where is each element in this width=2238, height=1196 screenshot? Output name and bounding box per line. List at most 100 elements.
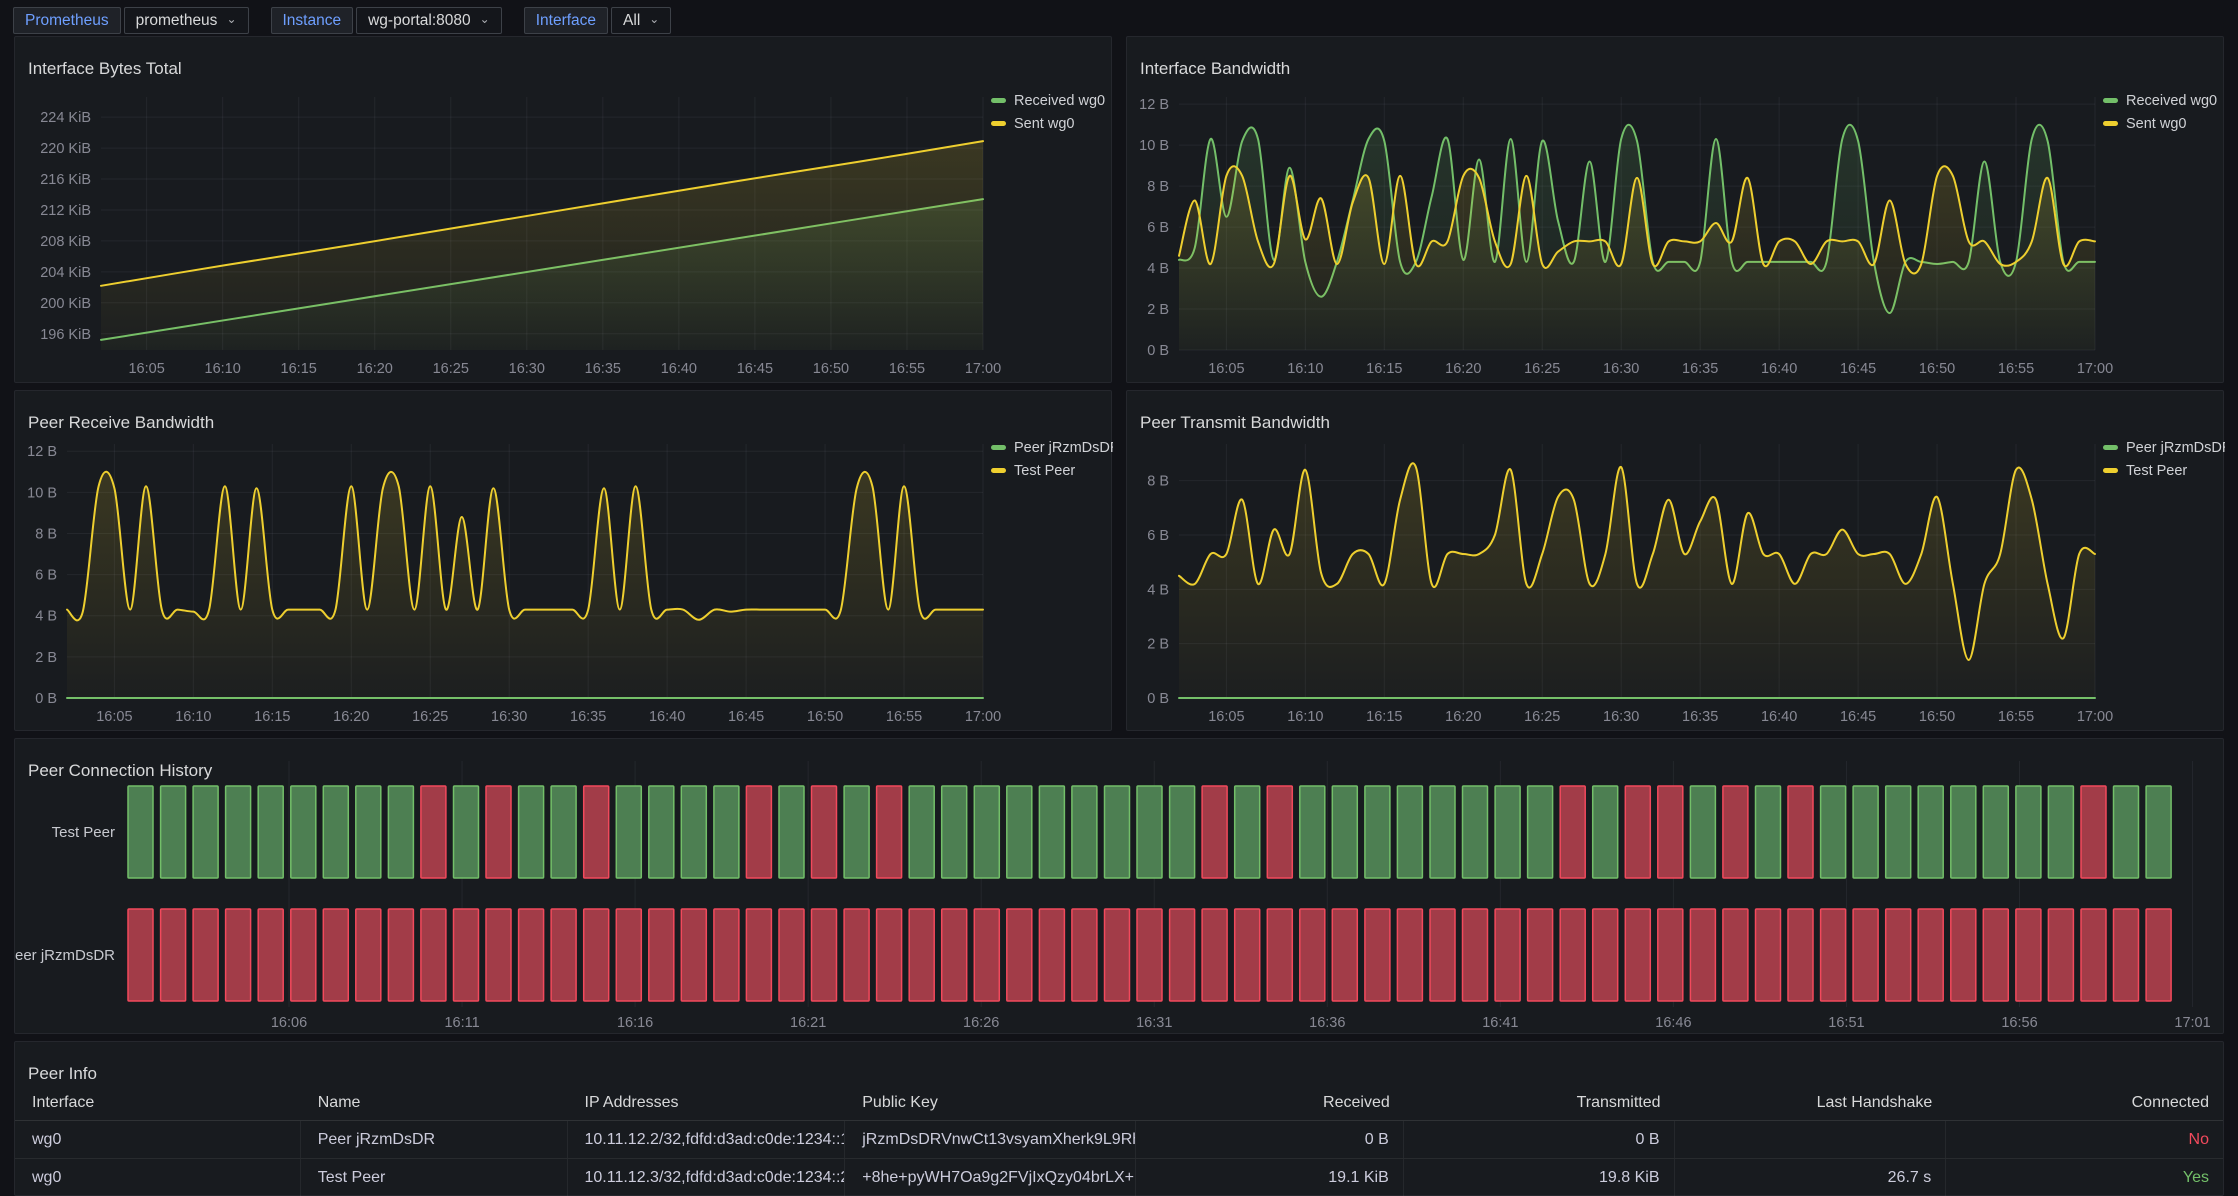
chevron-down-icon: ⌄ — [649, 11, 660, 26]
axis-label: 16:55 — [889, 361, 925, 377]
legend-item[interactable]: Sent wg0 — [991, 116, 1074, 132]
table-cell: +8he+pyWH7Oa9g2FVjIxQzy04brLX+Dx — [845, 1159, 1136, 1196]
legend-item[interactable]: Sent wg0 — [2103, 116, 2186, 132]
axis-label: 12 B — [1139, 97, 1169, 113]
axis-label: 16:40 — [1761, 361, 1797, 377]
axis-label: 16:55 — [1998, 361, 2034, 377]
timeline-state-disconnected — [1982, 908, 2010, 1002]
timeline-state-disconnected — [1917, 908, 1944, 1002]
timeline-state-disconnected — [485, 908, 512, 1002]
axis-label: 17:00 — [2077, 709, 2113, 725]
timeline-state-disconnected — [1689, 908, 1717, 1002]
axis-label: 204 KiB — [40, 265, 91, 281]
table-cell: 0 B — [1136, 1121, 1404, 1158]
axis-label: 16:35 — [1682, 361, 1718, 377]
timeline-state-connected — [1331, 785, 1359, 879]
axis-label: 16:05 — [96, 709, 132, 725]
table-header-cell[interactable]: Last Handshake — [1816, 1094, 1933, 1111]
timeline-state-disconnected — [1819, 908, 1847, 1002]
axis-label: 4 B — [35, 609, 57, 625]
timeline-state-connected — [1168, 785, 1196, 879]
variable-value-interface-dropdown[interactable]: All ⌄ — [611, 7, 672, 34]
series-area — [67, 471, 983, 698]
series-area — [101, 141, 983, 350]
axis-label: 16:55 — [1998, 709, 2034, 725]
axis-label: 16:40 — [661, 361, 697, 377]
timeline-state-disconnected — [1071, 908, 1098, 1002]
axis-label: 196 KiB — [40, 327, 91, 343]
axis-label: 16:30 — [509, 361, 545, 377]
timeline-state-disconnected — [1787, 908, 1814, 1002]
chevron-down-icon: ⌄ — [479, 11, 490, 26]
timeline-state-connected — [615, 785, 643, 879]
table-header-cell[interactable]: Interface — [32, 1094, 95, 1111]
timeline-state-disconnected — [1233, 908, 1261, 1002]
timeline-state-disconnected — [1201, 785, 1228, 879]
table-header-cell[interactable]: Received — [1323, 1094, 1390, 1111]
timeline-state-disconnected — [1494, 908, 1521, 1002]
panel-peer-info: Peer Info Interface Name IP Addresses Publi… — [14, 1041, 2224, 1196]
timeline-state-connected — [843, 785, 870, 879]
axis-label: Sent wg0 — [2126, 116, 2186, 132]
state-timeline-chart[interactable]: 16:06 16:11 16:16 16:21 16:26 16:31 16:36 16:41… — [15, 739, 2225, 1035]
axis-label: 16:15 — [1366, 709, 1402, 725]
legend-item[interactable]: Received wg0 — [991, 93, 1105, 109]
time-series-chart[interactable]: 16:05 16:10 16:15 16:20 16:25 16:30 16:35 16:40… — [1127, 391, 2225, 732]
variable-value-text: All — [623, 11, 641, 29]
axis-label: 224 KiB — [40, 110, 91, 126]
timeline-state-disconnected — [2112, 908, 2140, 1002]
legend-item[interactable]: Test Peer — [991, 463, 1075, 479]
timeline-state-connected — [224, 785, 252, 879]
timeline-state-disconnected — [387, 908, 415, 1002]
time-series-chart[interactable]: 16:05 16:10 16:15 16:20 16:25 16:30 16:35 16:40… — [1127, 37, 2225, 384]
table-header-cell[interactable]: Connected — [2131, 1094, 2209, 1111]
axis-label: 0 B — [1147, 343, 1169, 359]
timeline-state-disconnected — [1624, 785, 1652, 879]
timeline-state-disconnected — [1103, 908, 1131, 1002]
variable-value-prometheus-dropdown[interactable]: prometheus ⌄ — [123, 7, 249, 34]
timeline-state-connected — [1299, 785, 1326, 879]
axis-label: 17:00 — [2077, 361, 2113, 377]
timeline-state-disconnected — [875, 785, 903, 879]
timeline-state-disconnected — [908, 908, 935, 1002]
axis-label: 16:40 — [1761, 709, 1797, 725]
axis-label: 16:20 — [1445, 709, 1481, 725]
variable-instance: Instance wg-portal:8080 ⌄ — [270, 7, 502, 34]
table-header-cell[interactable]: Transmitted — [1576, 1094, 1661, 1111]
timeline-state-disconnected — [1591, 908, 1619, 1002]
table-header-cell[interactable]: Name — [317, 1094, 361, 1111]
timeline-state-disconnected — [1722, 908, 1749, 1002]
timeline-state-disconnected — [1624, 908, 1652, 1002]
axis-label: 16:50 — [1919, 709, 1955, 725]
axis-label: 12 B — [27, 444, 57, 460]
variable-value-instance-dropdown[interactable]: wg-portal:8080 ⌄ — [356, 7, 502, 34]
legend-item[interactable]: Test Peer — [2103, 463, 2187, 479]
axis-label: 6 B — [1147, 528, 1169, 544]
timeline-state-disconnected — [1754, 908, 1782, 1002]
axis-label: 16:10 — [175, 709, 211, 725]
timeline-state-connected — [778, 785, 805, 879]
table-header-cell[interactable]: IP Addresses — [584, 1094, 679, 1111]
timeline-state-connected — [1819, 785, 1847, 879]
axis-label: 16:35 — [570, 709, 606, 725]
time-series-chart[interactable]: 16:05 16:10 16:15 16:20 16:25 16:30 16:35 16:40… — [15, 37, 1113, 384]
legend-item[interactable]: Peer jRzmDsDR — [2103, 440, 2225, 456]
timeline-state-connected — [1689, 785, 1717, 879]
timeline-state-disconnected — [1201, 908, 1228, 1002]
timeline-state-connected — [1852, 785, 1879, 879]
timeline-state-connected — [1526, 785, 1554, 879]
timeline-state-connected — [680, 785, 708, 879]
timeline-state-disconnected — [778, 908, 805, 1002]
table-cell: jRzmDsDRVnwCt13vsyamXherk9L9RhRe — [845, 1121, 1136, 1158]
legend-item[interactable]: Peer jRzmDsDR — [991, 440, 1113, 456]
table-cell: 26.7 s — [1675, 1159, 1947, 1196]
timeline-state-connected — [1038, 785, 1066, 879]
axis-label: 16:51 — [1828, 1015, 1864, 1031]
timeline-state-disconnected — [2080, 785, 2107, 879]
timeline-state-connected — [1233, 785, 1261, 879]
table-header-cell[interactable]: Public Key — [862, 1094, 938, 1111]
timeline-state-disconnected — [517, 908, 545, 1002]
timeline-state-disconnected — [1266, 785, 1294, 879]
time-series-chart[interactable]: 16:05 16:10 16:15 16:20 16:25 16:30 16:35 16:40… — [15, 391, 1113, 732]
legend-item[interactable]: Received wg0 — [2103, 93, 2217, 109]
